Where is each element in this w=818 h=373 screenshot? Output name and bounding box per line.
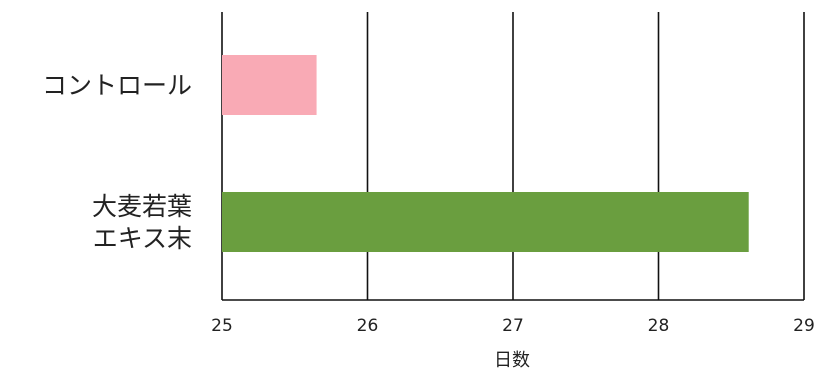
bar-0 (222, 55, 317, 115)
x-tick-label-3: 28 (648, 316, 670, 336)
x-tick-labels: 25 26 27 28 29 (211, 316, 815, 336)
x-tick-label-2: 27 (502, 316, 524, 336)
x-tick-label-4: 29 (793, 316, 815, 336)
category-label-1-line-0: 大麦若葉 (92, 192, 192, 221)
x-tick-label-0: 25 (211, 316, 233, 336)
bar-1 (222, 192, 749, 252)
category-label-1-line-1: エキス末 (93, 224, 192, 253)
category-label-0-line-0: コントロール (42, 71, 192, 100)
x-axis-label: 日数 (494, 350, 530, 371)
x-tick-label-1: 26 (357, 316, 379, 336)
bars (222, 55, 749, 252)
